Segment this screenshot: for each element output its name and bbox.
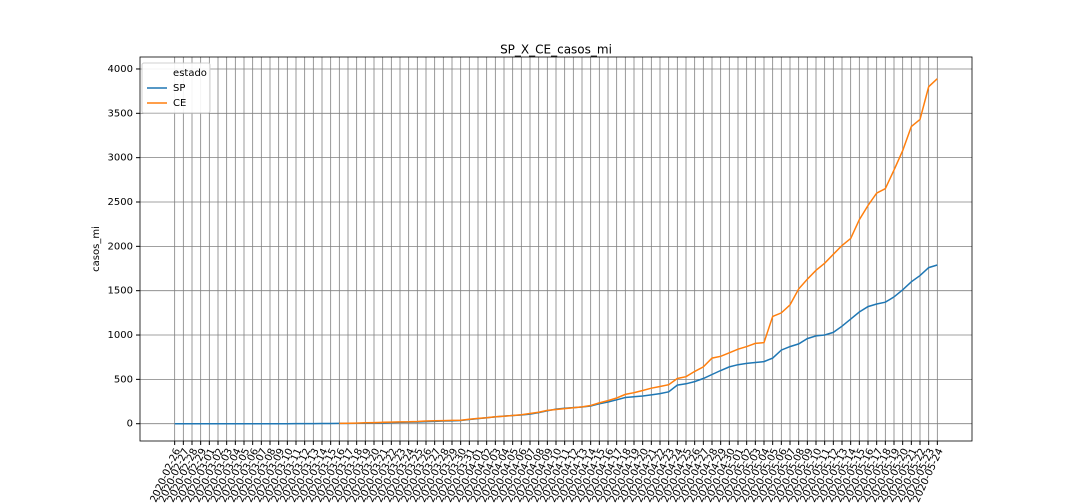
y-tick-label: 500 xyxy=(114,374,133,385)
legend-label: SP xyxy=(173,83,185,94)
y-tick-label: 0 xyxy=(127,419,133,430)
chart-title: SP_X_CE_casos_mi xyxy=(500,43,612,57)
plot-frame xyxy=(139,56,973,442)
legend-title: estado xyxy=(173,68,207,79)
y-tick-label: 1500 xyxy=(108,286,133,297)
y-tick-label: 3000 xyxy=(108,153,133,164)
y-tick-label: 3500 xyxy=(108,108,133,119)
y-tick-label: 2000 xyxy=(108,241,133,252)
y-axis-label: casos_mi xyxy=(91,226,102,272)
y-tick-label: 4000 xyxy=(108,64,133,75)
y-tick-label: 1000 xyxy=(108,330,133,341)
legend-label: CE xyxy=(173,98,186,109)
legend-box xyxy=(141,62,211,114)
y-tick-label: 2500 xyxy=(108,197,133,208)
line xyxy=(339,78,938,425)
